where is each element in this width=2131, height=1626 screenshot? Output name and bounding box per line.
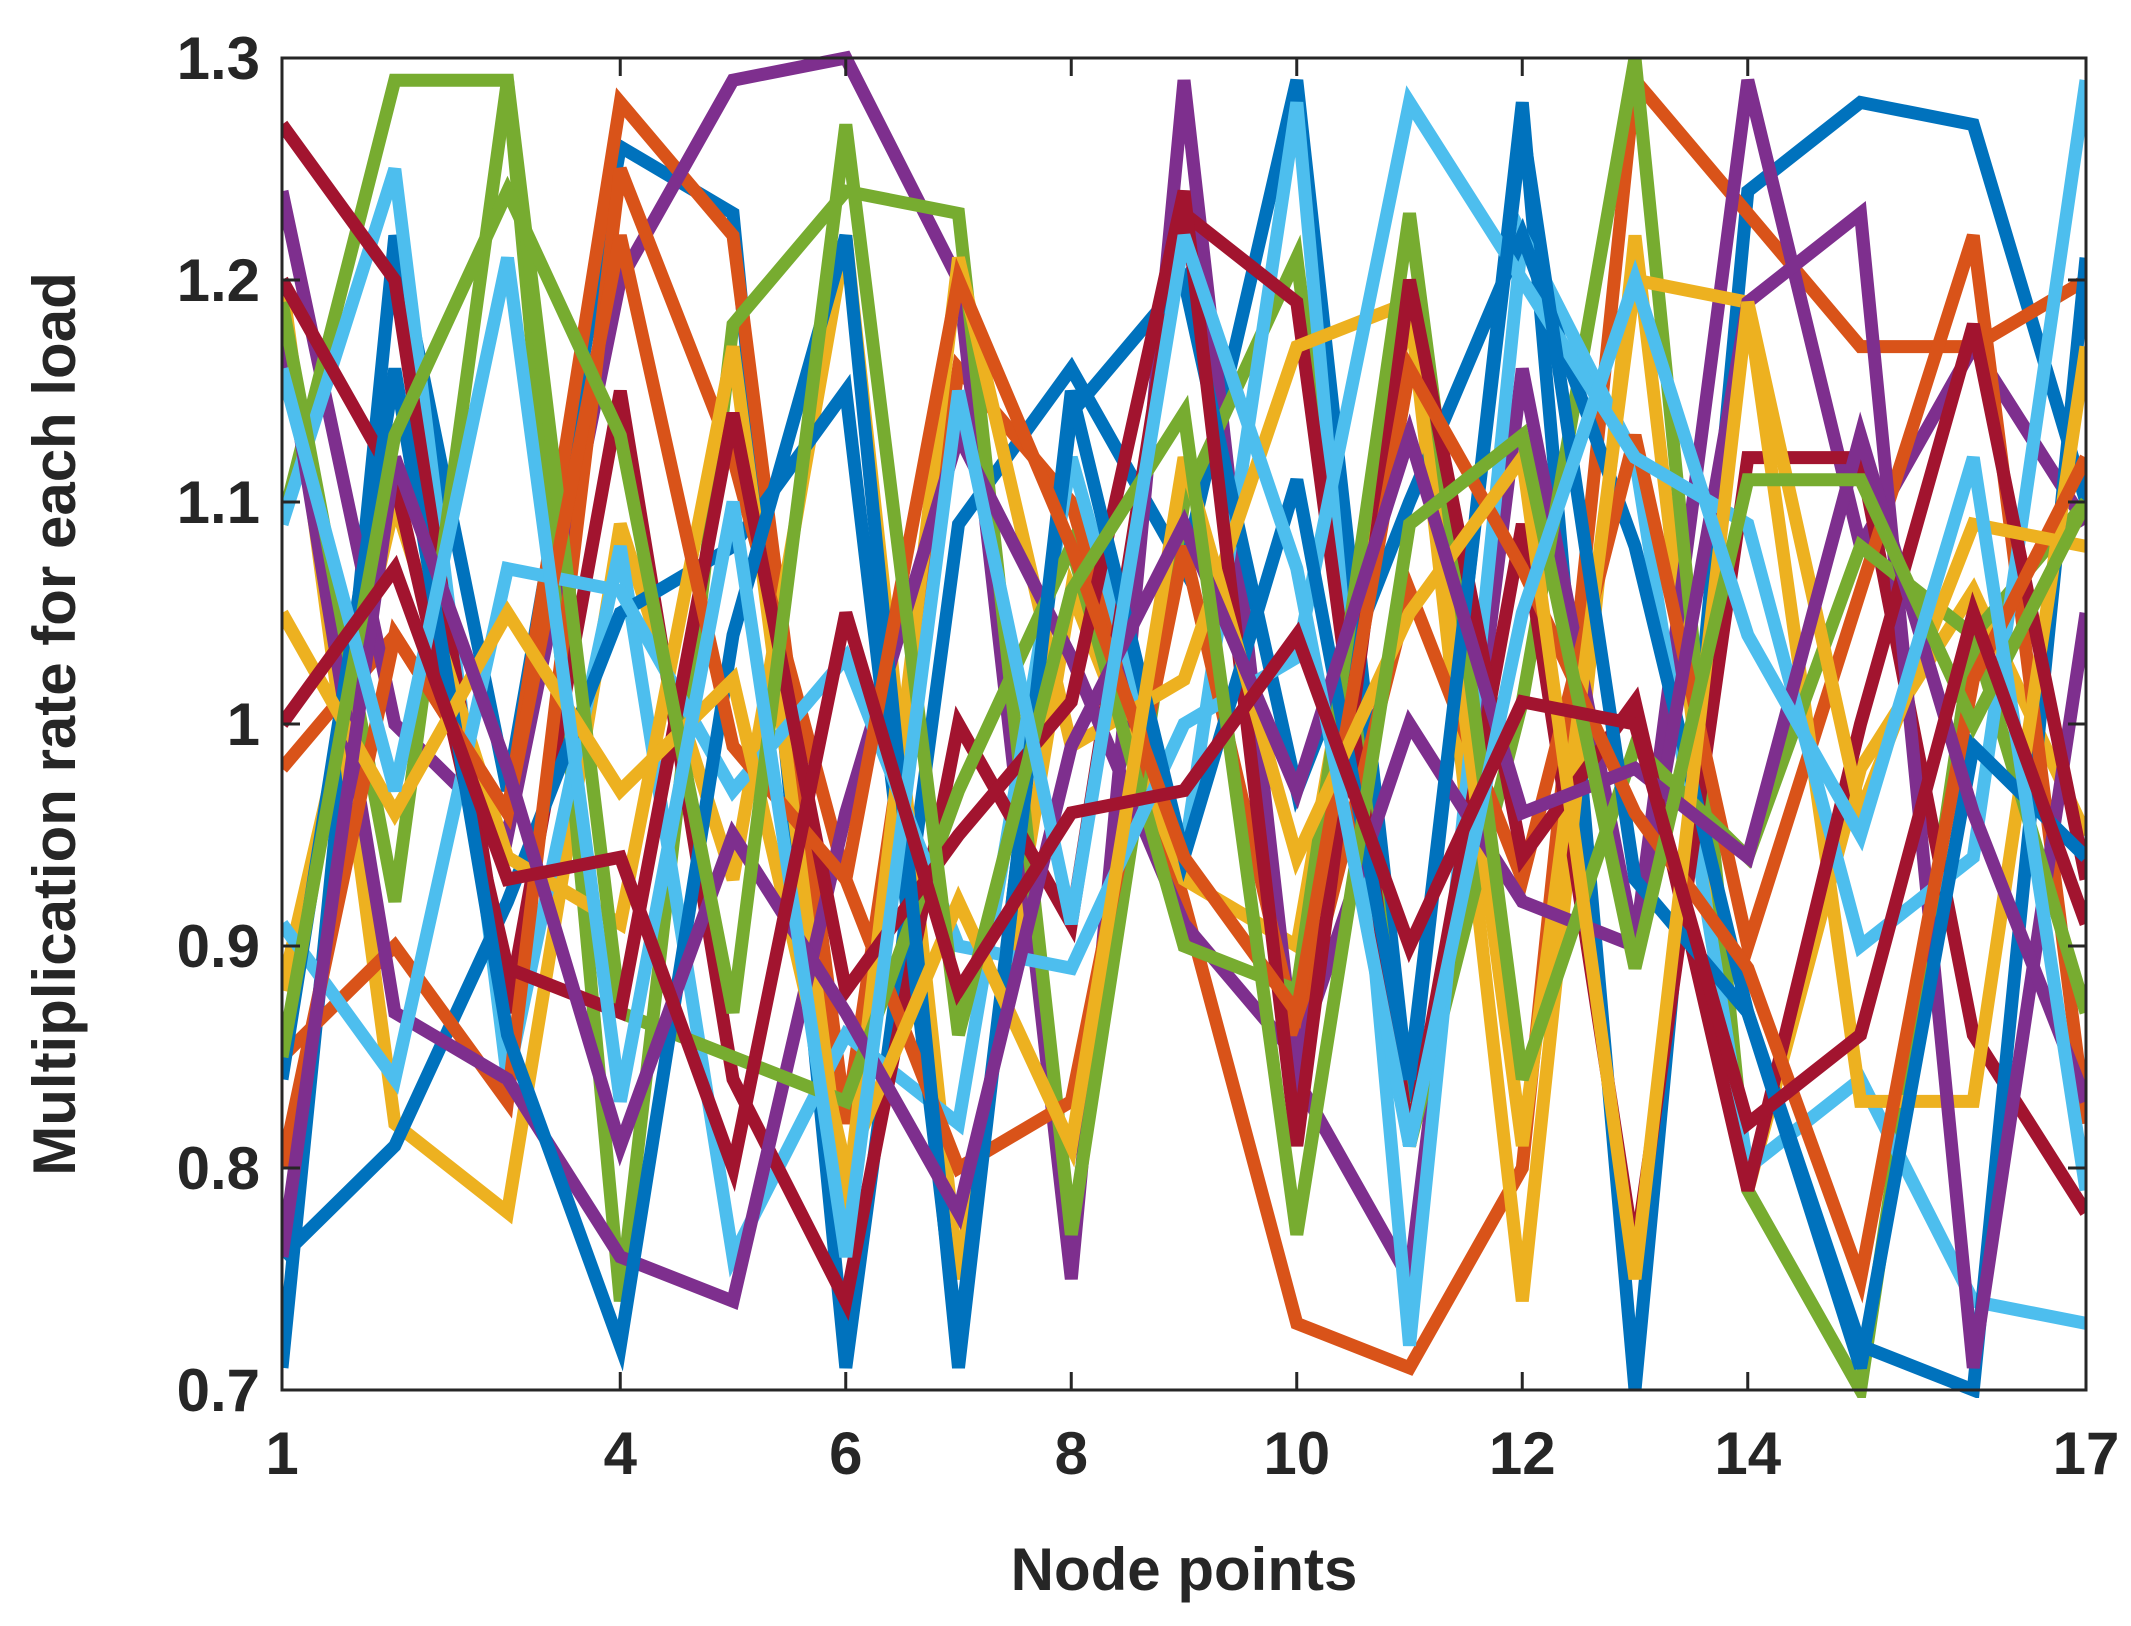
series-layer [282,50,2086,1398]
x-tick-label: 1 [265,1420,298,1487]
x-tick-label: 12 [1489,1420,1556,1487]
y-tick-label: 0.7 [177,1357,260,1424]
x-tick-label: 4 [604,1420,638,1487]
series-line-20 [282,233,2086,1258]
y-tick-label: 1 [227,691,260,758]
x-tick-label: 14 [1714,1420,1781,1487]
series-line-10 [282,256,2086,1214]
x-tick-label: 8 [1055,1420,1088,1487]
x-tick-label: 10 [1263,1420,1330,1487]
series-line-16 [282,234,2086,1304]
y-tick-label: 0.9 [177,913,260,980]
series-line-18 [282,411,2086,1258]
y-axis-label: Multiplication rate for each load [21,272,88,1175]
y-tick-label: 1.1 [177,469,260,536]
series-line-13 [282,79,2086,1095]
series-line-9 [282,166,2086,1178]
x-axis-label: Node points [1011,1536,1358,1603]
y-tick-label: 1.2 [177,247,260,314]
y-tick-label: 0.8 [177,1135,260,1202]
series-line-21 [282,554,2086,1192]
series-line-12 [282,79,2086,1110]
y-tick-label: 1.3 [177,25,260,92]
tick-layer: 1 4 6 8 10 12 14 170.70.80.911.11.21.3 [177,25,2120,1487]
x-tick-label: 17 [2053,1420,2120,1487]
x-tick-label: 6 [829,1420,862,1487]
series-line-19 [282,123,2086,1236]
